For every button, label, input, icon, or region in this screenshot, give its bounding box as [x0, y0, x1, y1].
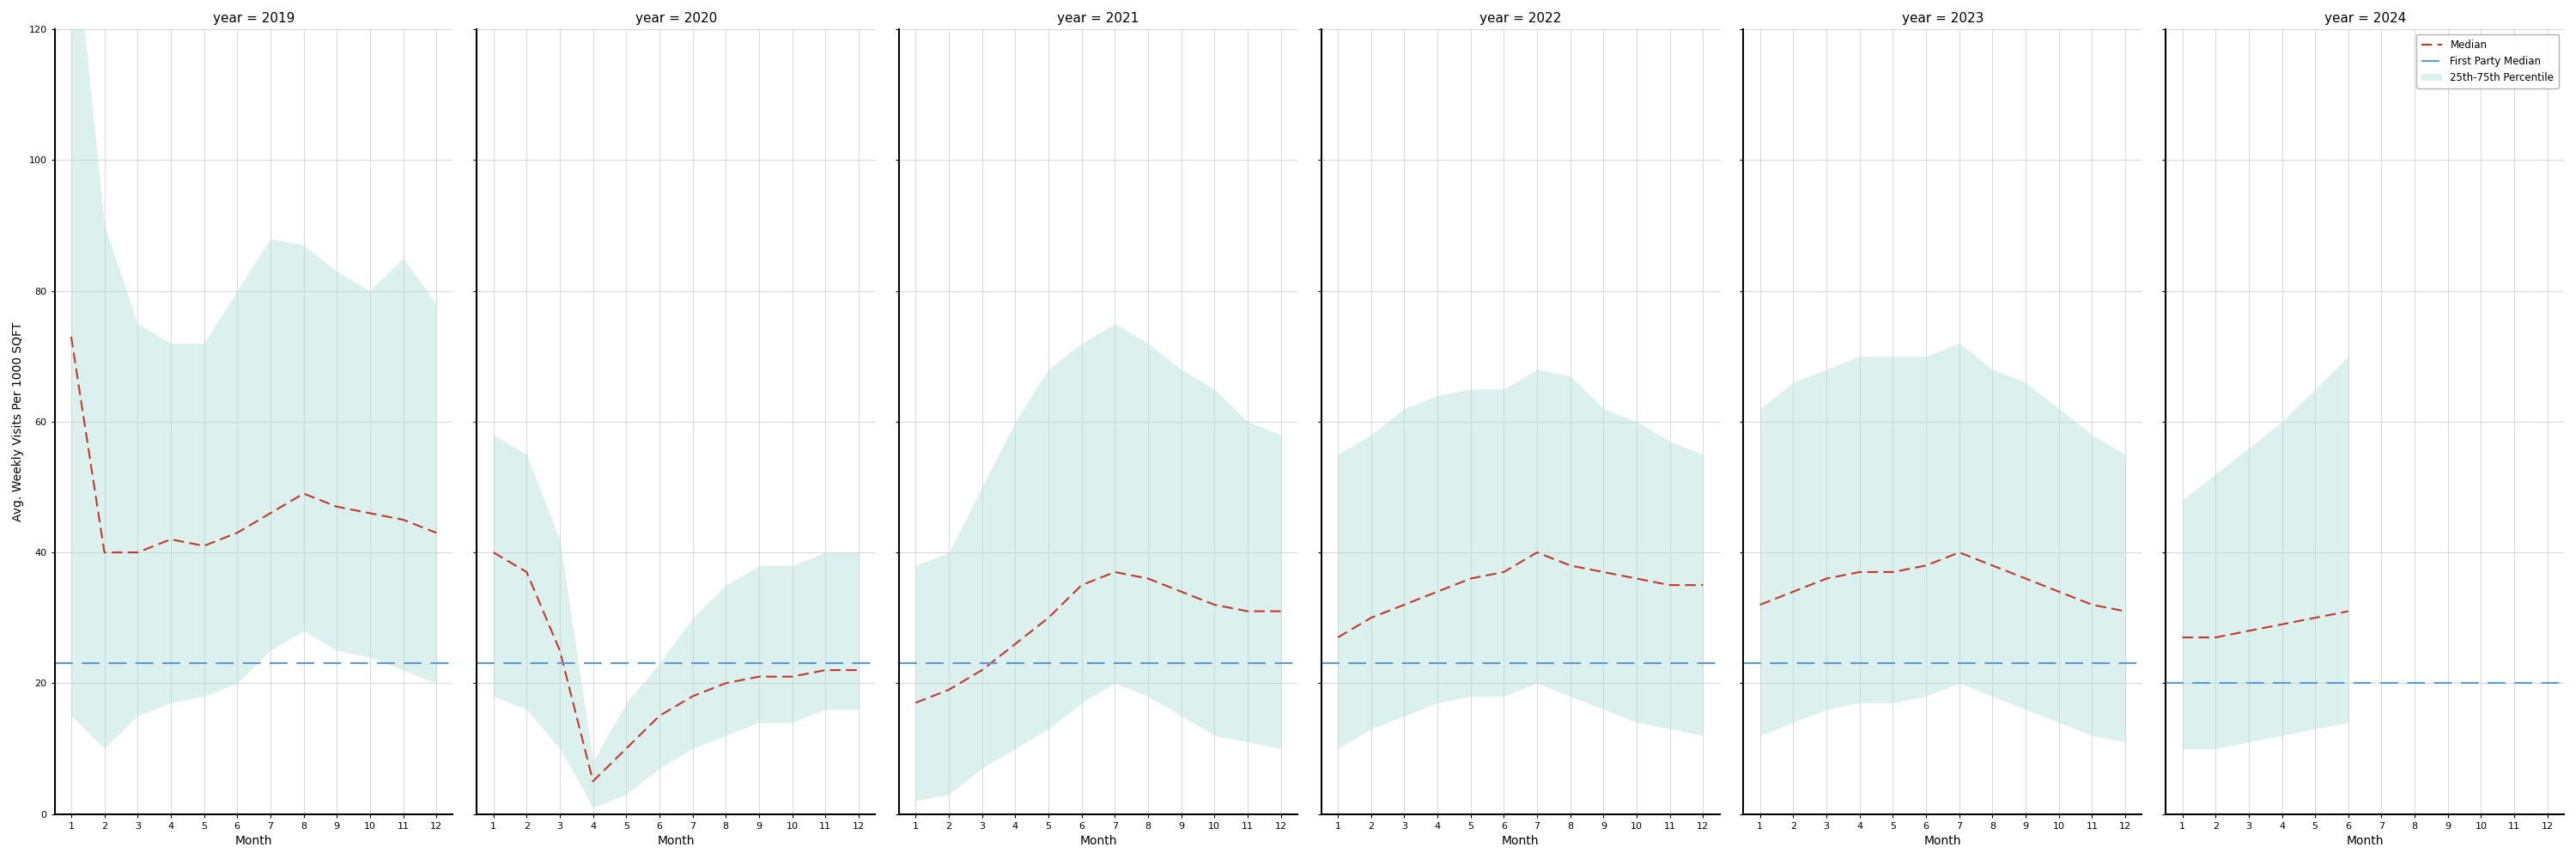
X-axis label: Month: Month	[1079, 835, 1118, 847]
Title: year = 2023: year = 2023	[1901, 12, 1984, 25]
X-axis label: Month: Month	[1502, 835, 1538, 847]
Title: year = 2022: year = 2022	[1479, 12, 1561, 25]
X-axis label: Month: Month	[2347, 835, 2383, 847]
X-axis label: Month: Month	[657, 835, 696, 847]
Legend: Median, First Party Median, 25th-75th Percentile: Median, First Party Median, 25th-75th Pe…	[2416, 34, 2558, 88]
Title: year = 2024: year = 2024	[2324, 12, 2406, 25]
Y-axis label: Avg. Weekly Visits Per 1000 SQFT: Avg. Weekly Visits Per 1000 SQFT	[13, 322, 23, 521]
X-axis label: Month: Month	[1924, 835, 1960, 847]
X-axis label: Month: Month	[234, 835, 273, 847]
Title: year = 2019: year = 2019	[214, 12, 294, 25]
Title: year = 2021: year = 2021	[1056, 12, 1139, 25]
Title: year = 2020: year = 2020	[636, 12, 716, 25]
